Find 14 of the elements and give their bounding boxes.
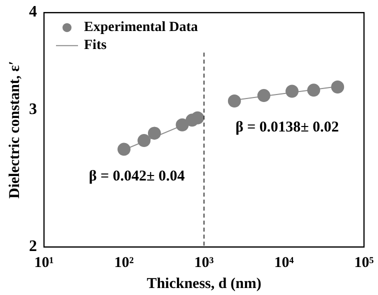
x-tick-label: 10² [114,254,134,271]
y-axis-title: Dielectric constant, ε′ [6,60,23,199]
annotation: β = 0.0138± 0.02 [235,119,339,136]
x-tick-label: 10⁵ [354,254,374,271]
legend-label: Fits [84,38,108,54]
legend-label: Experimental Data [84,20,198,36]
y-tick-label: 3 [29,101,37,118]
x-tick-label: 10⁴ [274,254,294,271]
y-tick-label: 4 [29,4,37,21]
y-tick-label: 2 [29,238,37,256]
annotation: β = 0.042± 0.04 [88,168,186,185]
x-tick-label: 10³ [194,254,214,271]
x-axis-title: Thickness, d (nm) [146,276,262,292]
x-tick-label: 10¹ [34,254,54,271]
